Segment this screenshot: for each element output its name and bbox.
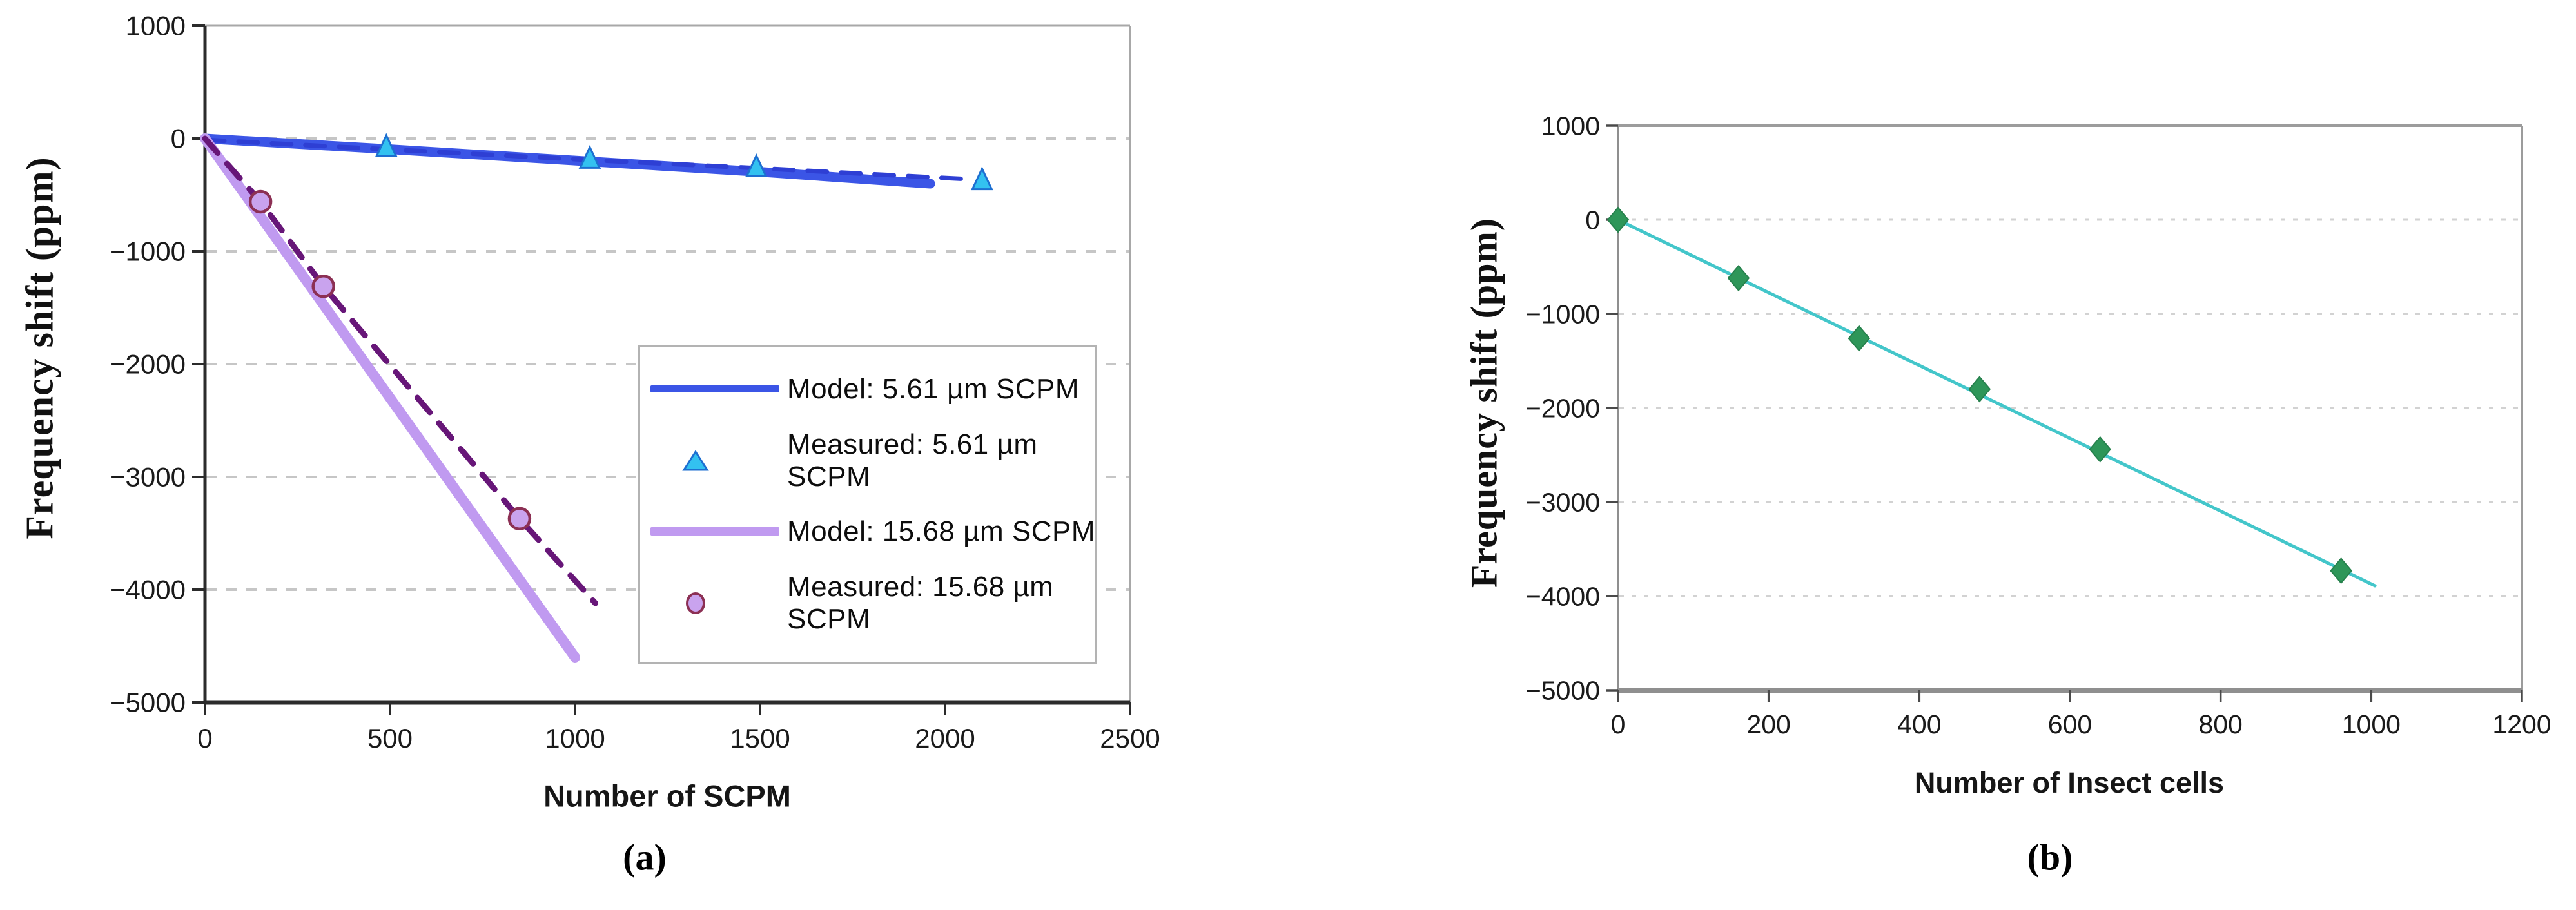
y-tick-label-b: 0 [1585,205,1600,235]
legend-label: Model: 15.68 µm SCPM [787,516,1095,548]
legend-swatch-measured-5-61-triangle [650,448,787,474]
marker-circle [311,275,335,298]
y-tick-label-b: −1000 [1526,299,1600,329]
y-tick-label-b: −4000 [1526,581,1600,611]
x-tick-label-a: 2000 [915,723,975,753]
legend-label: Model: 5.61 µm SCPM [787,373,1080,405]
x-tick-label-a: 1500 [730,723,790,753]
y-tick-label-b: −5000 [1526,675,1600,705]
legend-a: Model: 5.61 µm SCPM Measured: 5.61 µm SC… [638,345,1097,664]
cyan-triangle-icon [682,450,709,471]
y-axis-title-a: Frequency shift (ppm) [18,157,61,539]
marker-triangle [971,166,993,191]
marker-circle [507,507,532,530]
x-tick-label-a: 2500 [1100,723,1160,753]
marker-triangle [578,144,601,169]
blue-line-swatch [650,385,779,393]
x-tick-label-b: 1200 [2492,710,2551,739]
marker-diamond [1606,206,1630,233]
x-tick-label-b: 400 [1897,710,1941,739]
x-tick-label-b: 1000 [2342,710,2401,739]
x-axis-title-a: Number of SCPM [543,779,791,813]
y-axis-title-b: Frequency shift (ppm) [1463,217,1505,588]
caption-a: (a) [623,836,667,878]
legend-swatch-model-15-68-line [650,520,787,543]
caption-b: (b) [2027,836,2073,878]
legend-item-measured-5-61: Measured: 5.61 µm SCPM [650,429,1095,493]
marker-diamond [2330,557,2352,585]
y-tick-label-b: 1000 [1541,111,1600,140]
violet-line-swatch [650,527,779,536]
y-tick-label-a: 1000 [126,11,186,41]
marker-circle [248,189,273,214]
x-tick-label-b: 200 [1746,710,1790,739]
x-tick-label-a: 500 [367,723,413,753]
y-tick-label-b: −3000 [1526,487,1600,517]
purple-circle-icon [686,592,705,614]
y-tick-label-a: −3000 [110,462,186,492]
x-tick-label-b: 800 [2198,710,2242,739]
y-tick-label-a: −2000 [110,349,186,380]
y-tick-label-b: −2000 [1526,393,1600,423]
marker-diamond [1727,264,1750,292]
x-tick-label-a: 0 [197,723,212,753]
x-tick-label-b: 0 [1611,710,1626,739]
legend-item-measured-15-68: Measured: 15.68 µm SCPM [650,571,1095,635]
legend-item-model-15-68: Model: 15.68 µm SCPM [650,516,1095,548]
legend-swatch-model-5-61-line [650,378,787,401]
marker-diamond [1848,325,1871,352]
legend-label: Measured: 15.68 µm SCPM [787,570,1054,635]
x-tick-label-b: 600 [2048,710,2092,739]
series-line-a [200,133,580,663]
y-tick-label-a: −4000 [110,575,186,605]
marker-diamond [2089,436,2112,463]
y-tick-label-a: 0 [171,124,186,154]
marker-diamond [1968,376,1991,403]
y-tick-label-a: −1000 [110,237,186,267]
x-axis-title-b: Number of Insect cells [1914,766,2225,799]
marker-triangle [375,133,398,157]
x-tick-label-a: 1000 [545,723,605,753]
legend-item-model-5-61: Model: 5.61 µm SCPM [650,373,1095,405]
legend-swatch-measured-15-68-circle [650,590,787,616]
marker-triangle [745,153,768,177]
legend-label: Measured: 5.61 µm SCPM [787,428,1038,492]
y-tick-label-a: −5000 [110,688,186,718]
